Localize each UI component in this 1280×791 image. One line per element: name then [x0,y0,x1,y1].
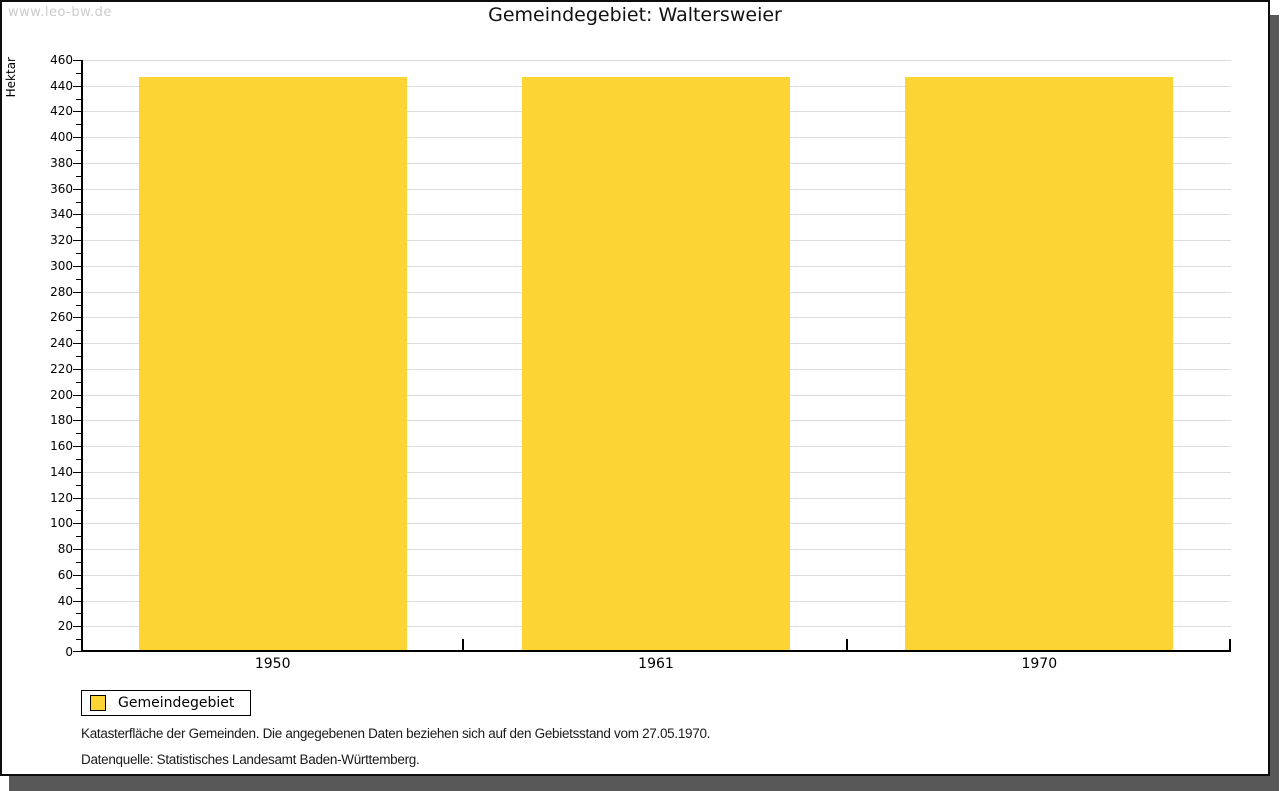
y-major-tick [73,523,81,524]
y-major-tick [73,498,81,499]
y-major-tick [73,446,81,447]
y-tick-label: 400 [50,130,73,144]
chart-window: www.leo-bw.de Gemeindegebiet: Walterswei… [0,0,1270,776]
y-major-tick [73,292,81,293]
y-axis-line [81,60,83,652]
y-minor-tick [76,99,81,100]
x-axis-labels: 1950 1961 1970 [81,656,1231,676]
y-minor-tick [76,613,81,614]
y-tick-label: 220 [50,362,73,376]
bar-1970 [905,76,1174,650]
gridline [81,60,1231,61]
y-minor-tick [76,536,81,537]
x-category-label: 1970 [1021,656,1058,672]
y-tick-label: 200 [50,388,73,402]
y-tick-label: 120 [50,491,73,505]
y-tick-label: 300 [50,259,73,273]
y-tick-label: 60 [57,568,73,582]
y-major-tick [73,111,81,112]
watermark: www.leo-bw.de [8,5,112,20]
y-major-tick [73,395,81,396]
y-minor-tick [76,433,81,434]
footnote-source: Datenquelle: Statistisches Landesamt Bad… [81,752,420,767]
y-tick-label: 160 [50,439,73,453]
y-minor-tick [76,330,81,331]
y-minor-tick [76,227,81,228]
plot-area [73,60,1231,652]
y-major-tick [73,214,81,215]
y-tick-label: 340 [50,207,73,221]
y-major-tick [73,343,81,344]
y-tick-label: 100 [50,516,73,530]
x-boundary-tick [1229,639,1231,650]
y-minor-tick [76,279,81,280]
y-minor-tick [76,305,81,306]
y-tick-label: 180 [50,413,73,427]
y-minor-tick [76,176,81,177]
footnote-description: Katasterfläche der Gemeinden. Die angege… [81,726,711,741]
y-minor-tick [76,73,81,74]
y-tick-label: 240 [50,336,73,350]
y-tick-label: 40 [57,594,73,608]
y-tick-label: 280 [50,285,73,299]
y-tick-label: 440 [50,79,73,93]
y-tick-label: 0 [65,645,73,659]
y-tick-label: 20 [57,619,73,633]
y-major-tick [73,420,81,421]
y-tick-label: 380 [50,156,73,170]
x-boundary-tick [462,639,464,650]
y-minor-tick [76,150,81,151]
y-minor-tick [76,459,81,460]
y-tick-label: 260 [50,310,73,324]
y-major-tick [73,163,81,164]
y-major-tick [73,601,81,602]
y-major-tick [73,549,81,550]
y-major-tick [73,651,81,652]
x-axis-line [81,650,1231,652]
y-tick-label: 420 [50,104,73,118]
y-minor-tick [76,639,81,640]
y-major-tick [73,472,81,473]
y-tick-label: 80 [57,542,73,556]
y-minor-tick [76,202,81,203]
y-major-tick [73,137,81,138]
legend-label: Gemeindegebiet [118,695,235,711]
bar-1950 [138,76,407,650]
x-category-label: 1961 [638,656,674,672]
x-boundary-tick [846,639,848,650]
y-tick-label: 320 [50,233,73,247]
y-minor-tick [76,510,81,511]
x-category-label: 1950 [254,656,291,672]
y-major-tick [73,86,81,87]
y-tick-label: 140 [50,465,73,479]
legend-swatch [90,695,106,711]
y-major-tick [73,189,81,190]
y-major-tick [73,60,81,61]
y-major-tick [73,266,81,267]
y-major-tick [73,369,81,370]
y-minor-tick [76,253,81,254]
y-minor-tick [76,562,81,563]
y-minor-tick [76,588,81,589]
y-minor-tick [76,356,81,357]
y-minor-tick [76,485,81,486]
y-minor-tick [76,124,81,125]
bar-1961 [521,76,791,650]
legend: Gemeindegebiet [81,690,252,716]
y-major-tick [73,575,81,576]
y-minor-tick [76,382,81,383]
y-axis-tick-labels: 0 20 40 60 80 100 120 140 160 180 200 220 240 260 280 3… [2,53,73,659]
y-major-tick [73,626,81,627]
y-major-tick [73,240,81,241]
y-major-tick [73,317,81,318]
y-tick-label: 360 [50,182,73,196]
y-tick-label: 460 [50,53,73,67]
chart-title: Gemeindegebiet: Waltersweier [488,4,782,26]
y-minor-tick [76,407,81,408]
